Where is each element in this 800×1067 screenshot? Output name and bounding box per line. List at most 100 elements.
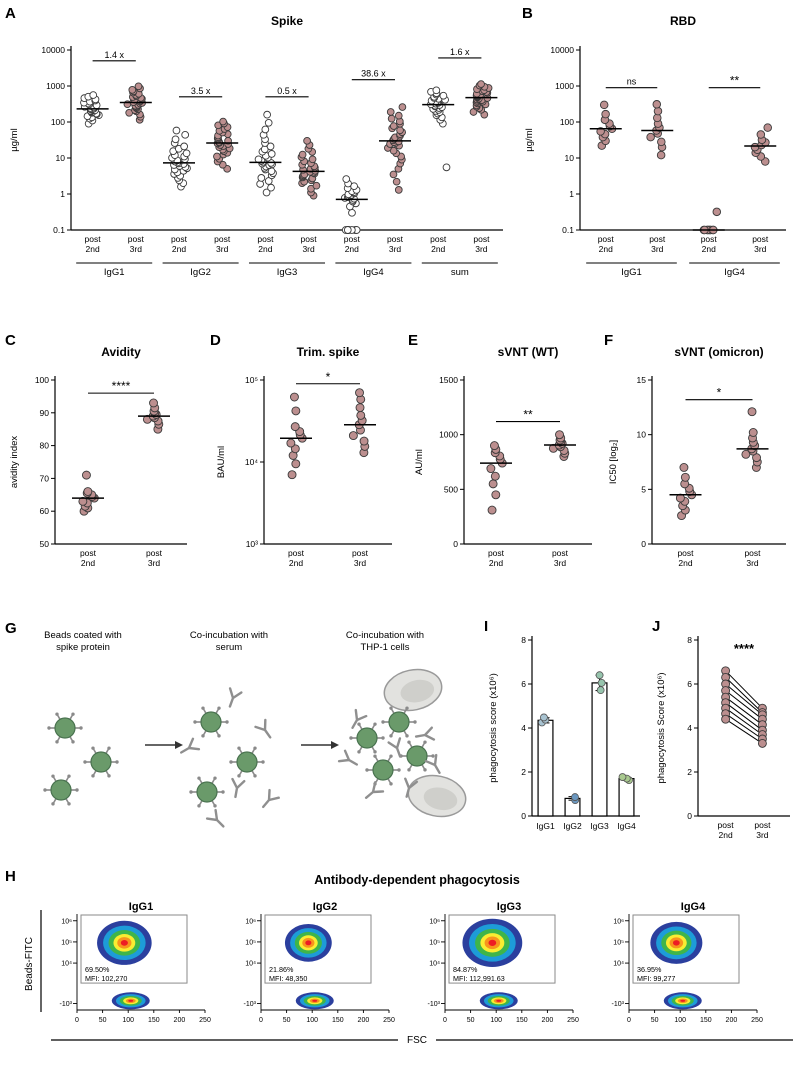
x-tick-label: 3rd — [475, 244, 488, 254]
spike-tip — [213, 804, 217, 808]
data-point — [486, 464, 496, 474]
spike-tip — [407, 768, 411, 772]
spike-tip — [225, 720, 229, 724]
x-tick-label: post — [301, 234, 318, 244]
x-tick-label: 3rd — [354, 558, 367, 568]
x-tick-label: 2nd — [489, 558, 503, 568]
flow-plot-title: IgG3 — [497, 901, 521, 913]
chart-title: Trim. spike — [297, 345, 360, 359]
spike-tip — [349, 736, 353, 740]
data-point — [290, 422, 300, 432]
x-tick-label: post — [488, 548, 505, 558]
spike-bead-icon — [349, 722, 385, 754]
y-tick-label: 90 — [40, 408, 50, 418]
data-point — [261, 125, 270, 134]
spike-bead-icon — [381, 706, 417, 738]
spike-tip — [423, 740, 427, 744]
data-point — [488, 479, 498, 489]
pair-line — [725, 683, 763, 716]
gate-percentage: 69.50% — [85, 965, 110, 974]
spike-tip — [221, 790, 225, 794]
panel-C-letter: C — [5, 332, 16, 349]
antibody-shape — [231, 777, 246, 799]
data-point — [646, 132, 655, 142]
spike-bead-icon — [193, 706, 229, 738]
gate-mfi: MFI: 99,277 — [637, 974, 675, 983]
data-point — [257, 174, 266, 182]
significance-label: * — [717, 386, 722, 400]
data-point — [359, 436, 369, 446]
spike-tip — [389, 706, 393, 710]
diagram-step-label: THP-1 cells — [360, 642, 409, 653]
y-axis-label: BAU/ml — [216, 446, 227, 478]
data-point — [386, 108, 395, 116]
density-blob — [120, 939, 128, 946]
significance-label: **** — [734, 641, 755, 656]
pair-line — [725, 677, 763, 713]
y-tick-label: 1000 — [555, 81, 574, 91]
data-point — [597, 679, 606, 687]
spike-tip — [193, 720, 197, 724]
data-point — [298, 150, 307, 159]
gate-mfi: MFI: 112,991.63 — [453, 974, 505, 983]
x-tick-label: 2nd — [172, 244, 186, 254]
panel-J: J 0 2 4 6 8 phagocytosis Score (x10⁶) post 2nd p… — [652, 618, 798, 868]
chart-title: Spike — [271, 14, 303, 28]
bead-core — [388, 711, 410, 733]
y-axis-label: µg/ml — [9, 128, 20, 151]
spike-tip — [83, 760, 87, 764]
antibody-icon — [351, 708, 368, 729]
data-point — [489, 441, 499, 451]
data-point — [342, 175, 351, 183]
data-point — [432, 86, 441, 95]
data-point — [348, 208, 356, 217]
flow-y-tick-label: 10⁴ — [245, 961, 256, 968]
data-point — [721, 714, 731, 724]
data-point — [747, 407, 757, 417]
x-tick-label: post — [752, 234, 769, 244]
data-point — [763, 123, 772, 132]
y-axis-label: phagocytosis score (x10⁶) — [488, 673, 499, 783]
data-point — [540, 713, 548, 722]
data-point — [679, 463, 689, 472]
flow-x-tick-label: 100 — [490, 1017, 502, 1024]
panel-G-letter: G — [5, 620, 17, 637]
data-point — [477, 80, 485, 88]
flow-x-tick-label: 50 — [651, 1017, 659, 1024]
y-tick-label: 0.1 — [53, 225, 65, 235]
spike-bead-icon — [83, 746, 119, 778]
y-tick-label: 500 — [444, 484, 458, 494]
spike-tip — [357, 722, 361, 726]
x-tick-label: post — [171, 234, 188, 244]
y-tick-label: 1 — [569, 189, 574, 199]
family-label: IgG2 — [190, 267, 211, 278]
antibody-icon — [414, 726, 436, 741]
spike-tip — [201, 706, 205, 710]
bead-core — [236, 751, 258, 773]
y-tick-label: 0 — [521, 811, 526, 821]
y-tick-label: 100 — [51, 117, 65, 127]
pair-line — [725, 670, 763, 709]
data-point — [394, 186, 403, 194]
x-tick-label: 3rd — [130, 244, 143, 254]
data-point — [439, 91, 448, 100]
x-tick-label: post — [352, 548, 369, 558]
significance-label: 3.5 x — [191, 86, 211, 96]
x-tick-label: 3rd — [746, 558, 759, 568]
thp1-cell-icon — [383, 668, 443, 712]
data-point — [652, 100, 662, 109]
y-tick-label: 10000 — [41, 45, 65, 55]
pair-line — [725, 707, 763, 736]
data-point — [387, 114, 396, 123]
flow-x-tick-label: 150 — [700, 1017, 712, 1024]
family-label: IgG3 — [277, 267, 298, 278]
data-point — [680, 472, 690, 482]
x-tick-label: 2nd — [719, 830, 733, 840]
spike-tip — [189, 790, 193, 794]
flow-y-tick-label: 10⁶ — [61, 918, 72, 925]
spike-bead-icon — [229, 746, 265, 778]
x-tick-label: post — [430, 234, 447, 244]
flow-x-tick-label: 50 — [467, 1017, 475, 1024]
